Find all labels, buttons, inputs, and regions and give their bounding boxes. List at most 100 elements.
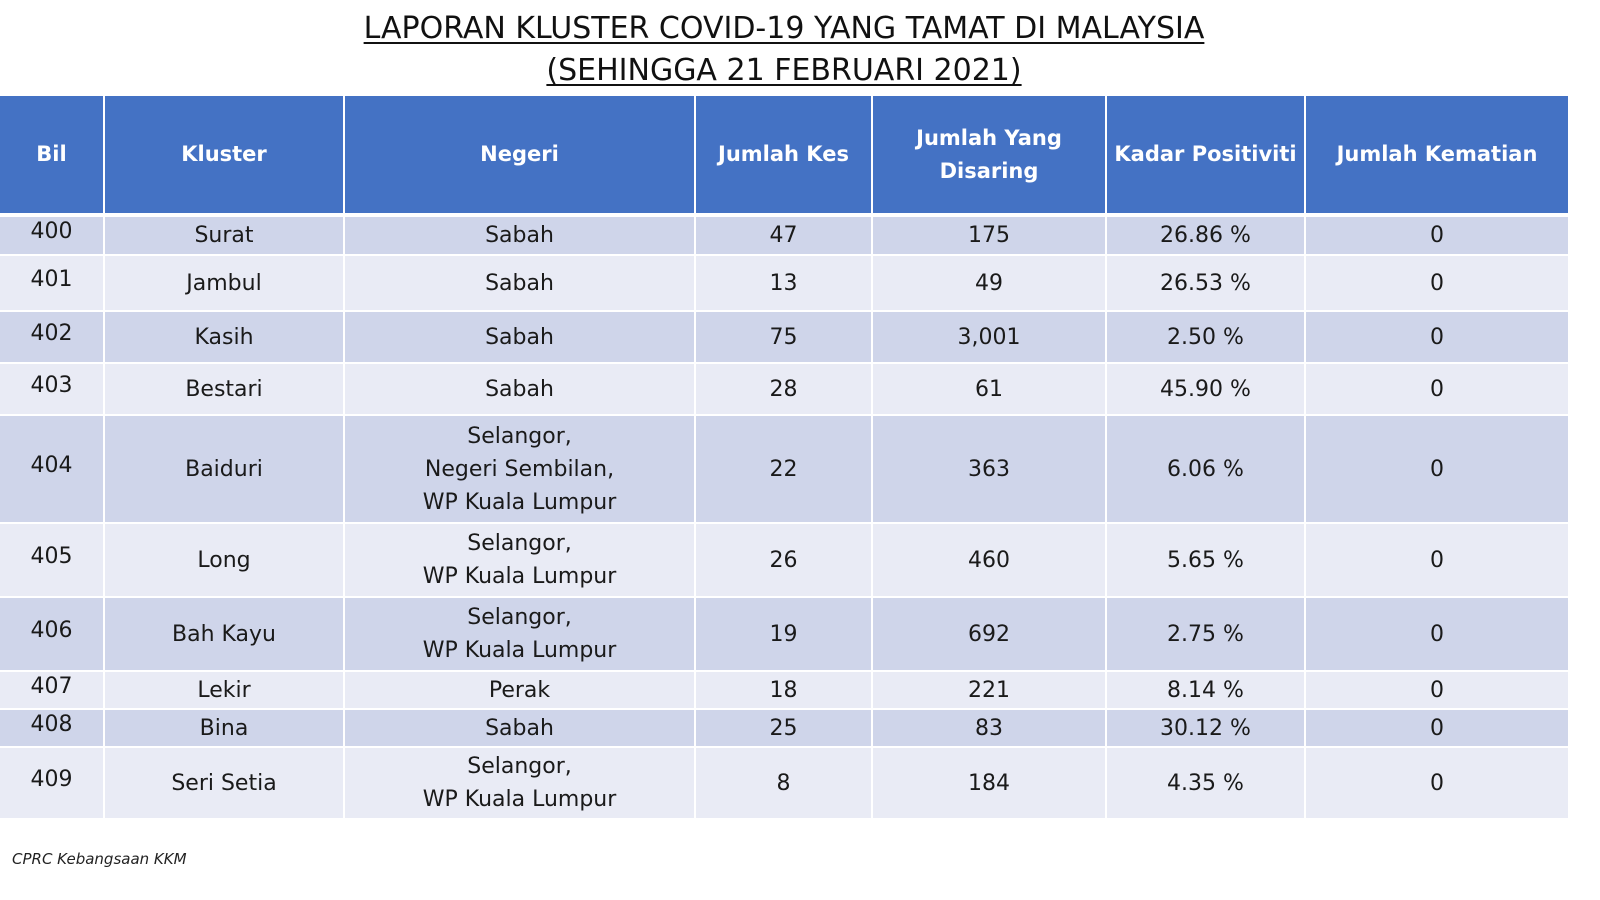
negeri-line: Sabah bbox=[485, 223, 554, 248]
bil-value: 405 bbox=[30, 543, 73, 569]
cell-bil: 404 bbox=[0, 415, 105, 524]
cell-bil: 406 bbox=[0, 597, 105, 672]
cell-jumlah-kes: 8 bbox=[694, 747, 873, 820]
cell-jumlah-disaring: 3,001 bbox=[871, 311, 1107, 364]
table-row: 401 Jambul Sabah 13 49 26.53 % 0 bbox=[0, 255, 1568, 312]
cluster-report-table: Bil Kluster Negeri Jumlah Kes Jumlah Yan… bbox=[0, 96, 1568, 820]
negeri-line: WP Kuala Lumpur bbox=[422, 638, 617, 663]
title-line-1: LAPORAN KLUSTER COVID-19 YANG TAMAT DI M… bbox=[363, 11, 1205, 46]
cell-negeri: Sabah bbox=[343, 255, 696, 312]
cell-jumlah-disaring: 49 bbox=[871, 255, 1107, 312]
cell-jumlah-kes: 47 bbox=[694, 215, 873, 256]
table-header: Bil Kluster Negeri Jumlah Kes Jumlah Yan… bbox=[0, 96, 1568, 217]
cell-bil: 405 bbox=[0, 523, 105, 598]
cell-negeri: Selangor, Negeri Sembilan, WP Kuala Lumpur bbox=[343, 415, 696, 524]
cell-jumlah-kematian: 0 bbox=[1304, 597, 1568, 672]
cell-jumlah-disaring: 175 bbox=[871, 215, 1107, 256]
cell-jumlah-disaring: 61 bbox=[871, 363, 1107, 416]
cell-kluster: Baiduri bbox=[103, 415, 345, 524]
cell-kluster: Surat bbox=[103, 215, 345, 256]
source-note: CPRC Kebangsaan KKM bbox=[12, 850, 187, 868]
negeri-line: Sabah bbox=[485, 270, 554, 296]
cell-jumlah-kes: 28 bbox=[694, 363, 873, 416]
cell-jumlah-disaring: 184 bbox=[871, 747, 1107, 820]
negeri-line: Sabah bbox=[485, 376, 554, 402]
bil-value: 400 bbox=[30, 219, 73, 244]
cell-negeri: Selangor, WP Kuala Lumpur bbox=[343, 523, 696, 598]
cell-kluster: Bestari bbox=[103, 363, 345, 416]
cell-negeri: Selangor, WP Kuala Lumpur bbox=[343, 597, 696, 672]
header-negeri: Negeri bbox=[343, 96, 696, 217]
cell-kadar-positiviti: 45.90 % bbox=[1105, 363, 1306, 416]
cell-jumlah-kematian: 0 bbox=[1304, 215, 1568, 256]
cell-jumlah-kematian: 0 bbox=[1304, 747, 1568, 820]
bil-value: 403 bbox=[30, 372, 73, 398]
header-jumlah-disaring-text: Jumlah Yang Disaring bbox=[916, 125, 1062, 183]
bil-value: 401 bbox=[30, 266, 73, 292]
cell-bil: 401 bbox=[0, 255, 105, 312]
negeri-line: Perak bbox=[488, 677, 551, 703]
title-line-2: (SEHINGGA 21 FEBRUARI 2021) bbox=[546, 53, 1022, 88]
cell-kadar-positiviti: 2.75 % bbox=[1105, 597, 1306, 672]
table-row: 402 Kasih Sabah 75 3,001 2.50 % 0 bbox=[0, 311, 1568, 364]
negeri-line: WP Kuala Lumpur bbox=[422, 564, 617, 589]
cell-bil: 409 bbox=[0, 747, 105, 820]
cell-jumlah-kematian: 0 bbox=[1304, 709, 1568, 748]
cell-jumlah-kes: 75 bbox=[694, 311, 873, 364]
cell-jumlah-kematian: 0 bbox=[1304, 415, 1568, 524]
cell-kadar-positiviti: 2.50 % bbox=[1105, 311, 1306, 364]
table-row: 404 Baiduri Selangor, Negeri Sembilan, WP Ku… bbox=[0, 415, 1568, 524]
header-row: Bil Kluster Negeri Jumlah Kes Jumlah Yan… bbox=[0, 96, 1568, 217]
table-row: 406 Bah Kayu Selangor, WP Kuala Lumpur 19 692… bbox=[0, 597, 1568, 672]
header-kadar-positiviti: Kadar Positiviti bbox=[1105, 96, 1306, 217]
header-jumlah-kematian: Jumlah Kematian bbox=[1304, 96, 1568, 217]
bil-value: 407 bbox=[30, 673, 73, 699]
cell-jumlah-kes: 19 bbox=[694, 597, 873, 672]
cell-kadar-positiviti: 8.14 % bbox=[1105, 671, 1306, 710]
cell-negeri: Sabah bbox=[343, 215, 696, 256]
header-jumlah-disaring: Jumlah Yang Disaring bbox=[871, 96, 1107, 217]
table-row: 403 Bestari Sabah 28 61 45.90 % 0 bbox=[0, 363, 1568, 416]
cell-kadar-positiviti: 30.12 % bbox=[1105, 709, 1306, 748]
cell-negeri: Sabah bbox=[343, 709, 696, 748]
table-row: 409 Seri Setia Selangor, WP Kuala Lumpur 8 18… bbox=[0, 747, 1568, 820]
negeri-line: Selangor, bbox=[467, 754, 572, 779]
cell-kadar-positiviti: 5.65 % bbox=[1105, 523, 1306, 598]
cell-kluster: Bah Kayu bbox=[103, 597, 345, 672]
cell-jumlah-disaring: 83 bbox=[871, 709, 1107, 748]
header-kluster: Kluster bbox=[103, 96, 345, 217]
cell-jumlah-kematian: 0 bbox=[1304, 523, 1568, 598]
cell-negeri: Sabah bbox=[343, 363, 696, 416]
header-jumlah-kes: Jumlah Kes bbox=[694, 96, 873, 217]
cell-bil: 407 bbox=[0, 671, 105, 710]
cell-jumlah-kematian: 0 bbox=[1304, 363, 1568, 416]
table-row: 400 Surat Sabah 47 175 26.86 % 0 bbox=[0, 215, 1568, 256]
cell-jumlah-disaring: 692 bbox=[871, 597, 1107, 672]
cell-jumlah-disaring: 363 bbox=[871, 415, 1107, 524]
cell-kluster: Seri Setia bbox=[103, 747, 345, 820]
cell-kadar-positiviti: 26.53 % bbox=[1105, 255, 1306, 312]
bil-value: 402 bbox=[30, 320, 73, 346]
cell-jumlah-kes: 13 bbox=[694, 255, 873, 312]
cell-jumlah-kes: 25 bbox=[694, 709, 873, 748]
cell-jumlah-disaring: 460 bbox=[871, 523, 1107, 598]
cell-bil: 403 bbox=[0, 363, 105, 416]
negeri-line: Sabah bbox=[485, 324, 554, 350]
bil-value: 409 bbox=[30, 766, 73, 792]
cell-negeri: Selangor, WP Kuala Lumpur bbox=[343, 747, 696, 820]
negeri-line: WP Kuala Lumpur bbox=[422, 787, 617, 812]
cell-bil: 400 bbox=[0, 215, 105, 256]
cell-jumlah-kes: 22 bbox=[694, 415, 873, 524]
cell-kluster: Long bbox=[103, 523, 345, 598]
bil-value: 408 bbox=[30, 711, 73, 737]
cell-bil: 408 bbox=[0, 709, 105, 748]
page-title: LAPORAN KLUSTER COVID-19 YANG TAMAT DI M… bbox=[0, 8, 1568, 92]
negeri-line: Sabah bbox=[485, 715, 554, 741]
cell-jumlah-disaring: 221 bbox=[871, 671, 1107, 710]
cell-jumlah-kematian: 0 bbox=[1304, 311, 1568, 364]
cell-kluster: Jambul bbox=[103, 255, 345, 312]
cell-kadar-positiviti: 4.35 % bbox=[1105, 747, 1306, 820]
negeri-line: WP Kuala Lumpur bbox=[422, 489, 617, 515]
bil-value: 406 bbox=[30, 617, 73, 643]
cell-jumlah-kematian: 0 bbox=[1304, 255, 1568, 312]
